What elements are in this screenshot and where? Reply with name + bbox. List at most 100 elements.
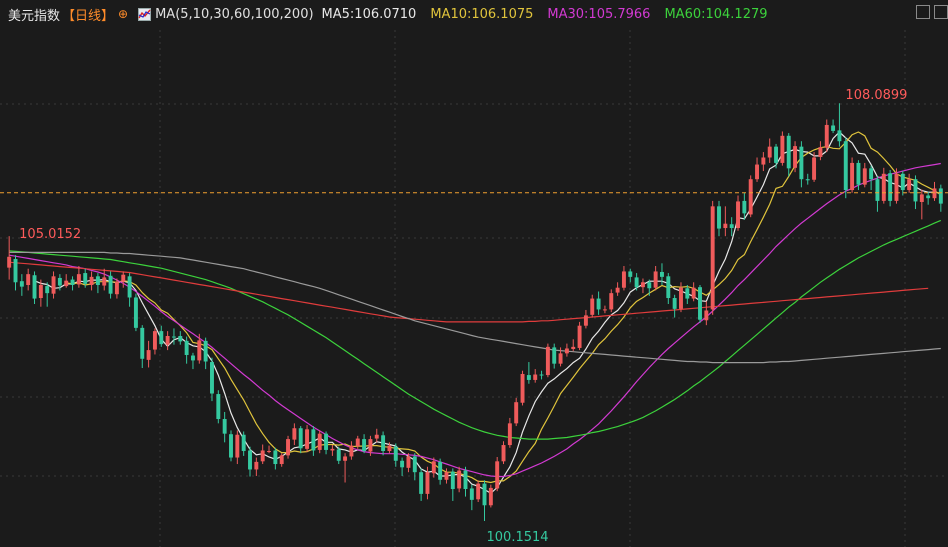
- period-selector[interactable]: 【日线】: [62, 8, 115, 24]
- candle[interactable]: [843, 137, 848, 199]
- candle[interactable]: [495, 456, 500, 492]
- candle[interactable]: [146, 340, 151, 368]
- candle[interactable]: [13, 255, 18, 291]
- candle[interactable]: [431, 457, 436, 478]
- candle[interactable]: [171, 328, 176, 345]
- candle[interactable]: [647, 279, 652, 296]
- candle[interactable]: [932, 181, 937, 201]
- candle[interactable]: [343, 453, 348, 483]
- candle[interactable]: [19, 274, 24, 296]
- candle[interactable]: [165, 331, 170, 351]
- candle[interactable]: [45, 282, 50, 307]
- candle[interactable]: [609, 289, 614, 313]
- candle[interactable]: [900, 171, 905, 196]
- candle[interactable]: [679, 282, 683, 313]
- candle[interactable]: [305, 424, 310, 453]
- candle[interactable]: [178, 331, 183, 345]
- candle[interactable]: [621, 266, 626, 291]
- candle[interactable]: [793, 141, 798, 173]
- candle[interactable]: [482, 480, 487, 522]
- candle[interactable]: [571, 339, 576, 352]
- candle[interactable]: [330, 445, 335, 456]
- candle[interactable]: [140, 325, 145, 369]
- candle[interactable]: [476, 480, 481, 503]
- candle[interactable]: [634, 273, 639, 291]
- candle[interactable]: [615, 282, 620, 296]
- candle[interactable]: [133, 293, 138, 332]
- candle[interactable]: [197, 333, 202, 364]
- candle[interactable]: [520, 370, 525, 406]
- candle[interactable]: [324, 431, 329, 455]
- candle[interactable]: [755, 157, 759, 182]
- candle[interactable]: [393, 443, 398, 467]
- candle[interactable]: [412, 453, 417, 481]
- candle[interactable]: [32, 271, 37, 304]
- candle[interactable]: [26, 268, 31, 291]
- candle[interactable]: [545, 343, 550, 378]
- candle[interactable]: [184, 336, 189, 364]
- candle[interactable]: [463, 466, 468, 497]
- candle[interactable]: [222, 411, 227, 443]
- candle[interactable]: [488, 484, 493, 508]
- candle[interactable]: [273, 447, 278, 470]
- candle[interactable]: [279, 453, 284, 467]
- candle[interactable]: [444, 468, 449, 484]
- candle[interactable]: [596, 291, 601, 315]
- candle[interactable]: [298, 426, 303, 454]
- candle[interactable]: [704, 301, 709, 326]
- candle[interactable]: [774, 143, 779, 169]
- candle[interactable]: [501, 441, 506, 465]
- candle[interactable]: [362, 434, 367, 454]
- candle[interactable]: [57, 274, 62, 291]
- candle[interactable]: [311, 426, 316, 456]
- candle[interactable]: [888, 169, 893, 207]
- candle[interactable]: [558, 347, 563, 367]
- candle[interactable]: [628, 268, 633, 283]
- candle[interactable]: [533, 369, 538, 383]
- candle[interactable]: [856, 160, 861, 191]
- candle[interactable]: [292, 423, 297, 446]
- candle[interactable]: [235, 430, 240, 465]
- candle[interactable]: [564, 343, 569, 357]
- candle[interactable]: [400, 457, 405, 476]
- candle[interactable]: [349, 441, 354, 460]
- candle[interactable]: [450, 468, 455, 501]
- ma-params-label[interactable]: MA(5,10,30,60,100,200): [155, 6, 314, 22]
- candle[interactable]: [95, 273, 100, 294]
- candle[interactable]: [831, 119, 836, 134]
- candle[interactable]: [260, 444, 265, 465]
- candle[interactable]: [127, 273, 132, 307]
- candle[interactable]: [786, 133, 791, 177]
- candle[interactable]: [907, 173, 912, 193]
- candle[interactable]: [248, 446, 252, 477]
- candle[interactable]: [881, 167, 886, 204]
- candle[interactable]: [121, 271, 126, 288]
- candle[interactable]: [926, 191, 931, 205]
- candle[interactable]: [805, 173, 810, 185]
- globe-icon[interactable]: ⊕: [118, 7, 129, 21]
- candle[interactable]: [355, 435, 360, 449]
- candle[interactable]: [203, 337, 208, 370]
- candle[interactable]: [526, 362, 531, 384]
- candle[interactable]: [76, 266, 81, 288]
- candle[interactable]: [717, 200, 721, 237]
- candle[interactable]: [761, 152, 766, 172]
- candle[interactable]: [837, 103, 842, 147]
- candle[interactable]: [419, 468, 424, 501]
- candle[interactable]: [938, 184, 943, 212]
- candle[interactable]: [216, 390, 221, 424]
- candle[interactable]: [691, 282, 696, 302]
- candle[interactable]: [336, 446, 341, 465]
- candle[interactable]: [152, 328, 157, 355]
- candle[interactable]: [159, 325, 164, 347]
- candle[interactable]: [406, 453, 411, 473]
- candle[interactable]: [685, 285, 690, 304]
- candle[interactable]: [729, 217, 734, 237]
- candle[interactable]: [748, 175, 753, 218]
- candle[interactable]: [577, 321, 582, 351]
- candle[interactable]: [602, 305, 607, 314]
- candle[interactable]: [850, 157, 855, 193]
- candle[interactable]: [114, 278, 119, 299]
- candle[interactable]: [539, 370, 544, 380]
